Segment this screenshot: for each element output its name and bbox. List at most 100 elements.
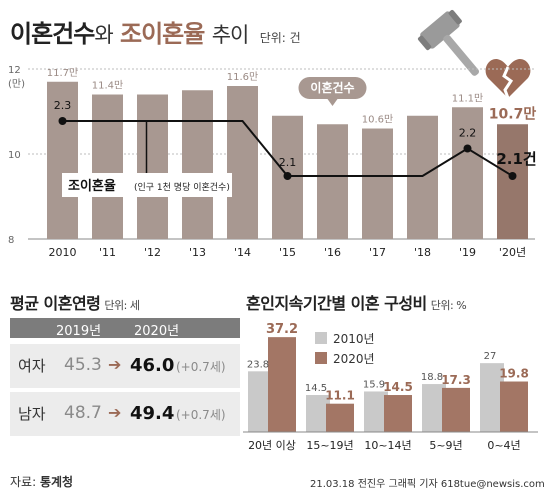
duration-category-label: 20년 이상 xyxy=(248,439,296,452)
bar-value-label: 11.4만 xyxy=(92,80,123,92)
legend-divorce-count-badge xyxy=(298,77,367,99)
y-tick-label: (만) xyxy=(8,78,25,90)
x-tick-label: '19 xyxy=(459,246,476,259)
bar-2020-value: 19.8 xyxy=(499,367,529,381)
age-table-header: 2019년 2020년 xyxy=(10,318,240,339)
age-row-label: 남자 xyxy=(18,405,46,423)
title-divorce-rate: 조이혼율 xyxy=(120,20,205,48)
top-bars xyxy=(47,81,528,239)
top-line: 2.3 2.1 2.2 2.1건 xyxy=(54,99,537,180)
duration-category-label: 15~19년 xyxy=(306,439,353,452)
x-tick-label: '20년 xyxy=(499,246,526,259)
bar-value-label: 10.7만 xyxy=(489,106,537,122)
bar-divorce-count xyxy=(317,124,348,239)
bar-divorce-count xyxy=(452,107,483,239)
bar-2020-value: 11.1 xyxy=(325,389,355,403)
divorce-rate-label: 2.2 xyxy=(459,127,477,140)
bar-2020 xyxy=(326,403,354,432)
divorce-rate-point xyxy=(283,172,292,180)
age-value-2020: 46.0 xyxy=(130,355,175,376)
page-title: 이혼건수와 조이혼율 추이 단위: 건 xyxy=(10,14,301,49)
divorce-rate-point xyxy=(58,117,67,125)
duration-bars xyxy=(248,337,528,432)
duration-category-label: 10~14년 xyxy=(364,439,411,452)
title-divorce-count: 이혼건수 xyxy=(10,20,95,48)
bar-2020-value: 37.2 xyxy=(266,322,298,337)
age-col-2020: 2020년 xyxy=(134,324,180,339)
bar-2020 xyxy=(442,387,470,432)
duration-xlabels: 20년 이상 15~19년 10~14년 5~9년 0~4년 xyxy=(243,431,538,452)
age-col-2019: 2019년 xyxy=(56,324,102,339)
x-tick-label: '17 xyxy=(369,246,386,259)
bar-divorce-count xyxy=(182,90,213,239)
age-unit: 단위: 세 xyxy=(104,299,140,312)
x-tick-label: 2010 xyxy=(49,246,77,259)
bar-value-label: 11.7만 xyxy=(47,67,78,79)
legend-2010-label: 2010년 xyxy=(333,332,375,346)
bar-2020-value: 17.3 xyxy=(441,373,471,387)
source-name: 통계청 xyxy=(39,475,74,489)
age-value-2019: 45.3 xyxy=(64,355,102,375)
bar-divorce-count xyxy=(407,115,438,239)
legend-2020-swatch xyxy=(315,352,327,364)
age-row-male: 남자 48.7 ➔ 49.4 (+0.7세) xyxy=(10,392,240,436)
bar-value-label: 10.6만 xyxy=(362,114,393,126)
duration-title-text: 혼인지속기간별 이혼 구성비 xyxy=(246,294,427,313)
bar-divorce-count xyxy=(92,94,123,239)
divorce-rate-point xyxy=(508,172,517,180)
age-diff: (+0.7세) xyxy=(176,408,226,422)
duration-unit: 단위: % xyxy=(430,299,467,312)
bar-divorce-count xyxy=(47,81,78,239)
age-diff: (+0.7세) xyxy=(176,360,226,374)
bar-2020 xyxy=(384,395,412,432)
title-unit: 단위: 건 xyxy=(259,31,301,45)
legend-divorce-count-text: 이혼건수 xyxy=(310,80,354,95)
legend-2010-swatch xyxy=(315,332,327,344)
age-value-2020: 49.4 xyxy=(130,403,175,424)
duration-section-title: 혼인지속기간별 이혼 구성비 단위: % xyxy=(246,290,467,314)
age-value-2019: 48.7 xyxy=(64,403,102,423)
x-tick-label: '16 xyxy=(324,246,341,259)
x-tick-label: '14 xyxy=(234,246,251,259)
divorce-rate-point xyxy=(463,144,472,153)
bar-2020 xyxy=(268,337,296,432)
legend-rate-box xyxy=(62,173,232,197)
bar-2010-value: 23.8 xyxy=(247,359,269,370)
age-row-label: 여자 xyxy=(18,357,46,375)
bar-2020-value: 14.5 xyxy=(383,380,413,394)
arrow-right-icon: ➔ xyxy=(108,355,122,374)
title-particle: 와 xyxy=(94,23,113,47)
legend-badge-pointer xyxy=(327,99,338,106)
bar-2010-value: 15.9 xyxy=(363,379,385,390)
age-section-title: 평균 이혼연령 단위: 세 xyxy=(10,290,140,314)
y-tick-label: 10 xyxy=(8,150,21,161)
duration-legend: 2010년 2020년 xyxy=(315,332,375,366)
bar-value-label: 11.6만 xyxy=(227,71,258,83)
x-tick-label: '12 xyxy=(144,246,161,259)
bar-2010-value: 18.8 xyxy=(421,372,443,383)
bar-divorce-count xyxy=(497,124,528,239)
age-title-text: 평균 이혼연령 xyxy=(10,294,101,313)
top-bar-labels: 11.7만 11.4만 11.6만 10.6만 11.1만 10.7만 xyxy=(47,67,537,126)
top-xlabels: 2010 '11 '12 '13 '14 '15 '16 '17 '18 '19 '20년 xyxy=(49,246,527,259)
x-tick-label: '13 xyxy=(189,246,206,259)
legend-2020-label: 2020년 xyxy=(333,352,375,366)
bar-divorce-count xyxy=(362,128,393,239)
bar-2010-value: 27 xyxy=(484,351,497,362)
top-chart: 12(만)108 11.7만11.4만11.6만10.6만11.1만10.7만 … xyxy=(8,65,537,259)
legend-rate-note: (인구 1천 명당 이혼건수) xyxy=(134,181,230,193)
bar-value-label: 11.1만 xyxy=(452,92,483,104)
source-label: 자료: xyxy=(10,475,37,489)
y-tick-label: 12 xyxy=(8,65,21,76)
legend-rate-name: 조이혼율 xyxy=(68,178,116,194)
age-table: 2019년 2020년 여자 45.3 ➔ 46.0 (+0.7세) 남자 48… xyxy=(10,318,240,436)
credit: 21.03.18 전진우 그래픽 기자 618tue@newsis.com xyxy=(310,479,545,490)
age-row-female: 여자 45.3 ➔ 46.0 (+0.7세) xyxy=(10,344,240,388)
duration-category-label: 0~4년 xyxy=(487,439,520,452)
duration-category-label: 5~9년 xyxy=(429,439,462,452)
x-tick-label: '18 xyxy=(414,246,431,259)
gavel-icon xyxy=(417,9,480,76)
